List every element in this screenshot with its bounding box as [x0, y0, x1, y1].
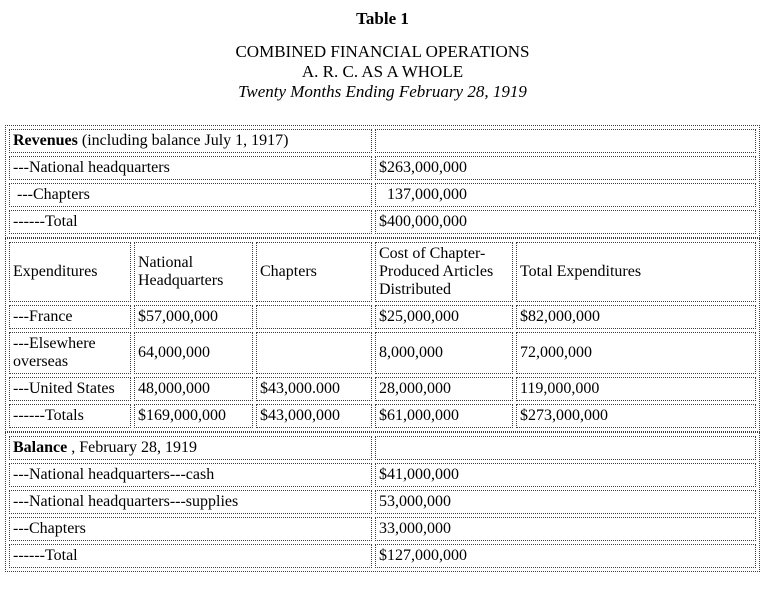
row-value-cell: 137,000,000	[375, 183, 756, 207]
national-headquarters-cell: 48,000,000	[134, 377, 253, 401]
balance-table: Balance , February 28, 1919 ---National …	[5, 432, 760, 572]
balance-heading-cell: Balance , February 28, 1919	[9, 436, 372, 460]
row-value-cell: $41,000,000	[375, 463, 756, 487]
cost-of-articles-cell: $25,000,000	[375, 305, 513, 329]
table-row: ---Chapters 33,000,000	[9, 517, 756, 541]
subtitle-line-3: Twenty Months Ending February 28, 1919	[238, 82, 527, 101]
total-expenditures-cell: 119,000,000	[516, 377, 756, 401]
row-value-cell: 53,000,000	[375, 490, 756, 514]
total-expenditures-cell: $82,000,000	[516, 305, 756, 329]
row-label-cell: ------Total	[9, 210, 372, 234]
row-label-cell: ---Elsewhere overseas	[9, 332, 131, 374]
revenues-table: Revenues (including balance July 1, 1917…	[5, 125, 760, 238]
row-label-cell: ---National headquarters	[9, 156, 372, 180]
national-headquarters-cell: 64,000,000	[134, 332, 253, 374]
row-label-cell: ------Totals	[9, 404, 131, 428]
expenditures-table: Expenditures National Headquarters Chapt…	[5, 238, 760, 432]
balance-heading-row: Balance , February 28, 1919	[9, 436, 756, 460]
row-label-cell: ------Total	[9, 544, 372, 568]
revenues-heading-row: Revenues (including balance July 1, 1917…	[9, 129, 756, 153]
row-value-cell: $400,000,000	[375, 210, 756, 234]
row-label-cell: ---France	[9, 305, 131, 329]
balance-heading-value-cell	[375, 436, 756, 460]
table-row: ---National headquarters---cash $41,000,…	[9, 463, 756, 487]
table-row: ---National headquarters---supplies 53,0…	[9, 490, 756, 514]
table-row: ---United States 48,000,000 $43,000.000 …	[9, 377, 756, 401]
table-title: Table 1	[356, 9, 409, 28]
expenditures-header-row: Expenditures National Headquarters Chapt…	[9, 242, 756, 302]
chapters-cell: $43,000,000	[256, 404, 372, 428]
row-value-cell: $263,000,000	[375, 156, 756, 180]
national-headquarters-cell: $57,000,000	[134, 305, 253, 329]
row-value-cell: $127,000,000	[375, 544, 756, 568]
balance-heading-rest: , February 28, 1919	[67, 439, 197, 456]
column-header-total-expenditures: Total Expenditures	[516, 242, 756, 302]
subtitle-line-2: A. R. C. AS A WHOLE	[301, 62, 464, 81]
table-row: ---Elsewhere overseas 64,000,000 8,000,0…	[9, 332, 756, 374]
row-label-cell: ---National headquarters---cash	[9, 463, 372, 487]
revenues-heading-bold: Revenues	[13, 132, 78, 149]
table-row: ------Total $400,000,000	[9, 210, 756, 234]
balance-heading-bold: Balance	[13, 439, 68, 456]
national-headquarters-cell: $169,000,000	[134, 404, 253, 428]
table-subtitle: COMBINED FINANCIAL OPERATIONS A. R. C. A…	[0, 42, 765, 102]
chapters-cell	[256, 332, 372, 374]
column-header-cost-of-articles: Cost of Chapter-Produced Articles Distri…	[375, 242, 513, 302]
table-row: ---Chapters 137,000,000	[9, 183, 756, 207]
revenues-heading-value-cell	[375, 129, 756, 153]
revenues-heading-cell: Revenues (including balance July 1, 1917…	[9, 129, 372, 153]
cost-of-articles-cell: $61,000,000	[375, 404, 513, 428]
table-row: ---National headquarters $263,000,000	[9, 156, 756, 180]
total-expenditures-cell: $273,000,000	[516, 404, 756, 428]
chapters-cell: $43,000.000	[256, 377, 372, 401]
table-row: ---France $57,000,000 $25,000,000 $82,00…	[9, 305, 756, 329]
row-value-cell: 33,000,000	[375, 517, 756, 541]
subtitle-line-1: COMBINED FINANCIAL OPERATIONS	[235, 42, 530, 61]
row-label-cell: ---United States	[9, 377, 131, 401]
total-expenditures-cell: 72,000,000	[516, 332, 756, 374]
row-label-cell: ---Chapters	[9, 183, 372, 207]
table-row: ------Totals $169,000,000 $43,000,000 $6…	[9, 404, 756, 428]
chapters-cell	[256, 305, 372, 329]
column-header-expenditures: Expenditures	[9, 242, 131, 302]
cost-of-articles-cell: 28,000,000	[375, 377, 513, 401]
row-label-cell: ---National headquarters---supplies	[9, 490, 372, 514]
column-header-national-headquarters: National Headquarters	[134, 242, 253, 302]
column-header-chapters: Chapters	[256, 242, 372, 302]
row-label-cell: ---Chapters	[9, 517, 372, 541]
table-row: ------Total $127,000,000	[9, 544, 756, 568]
revenues-heading-rest: (including balance July 1, 1917)	[77, 132, 289, 149]
document-header: Table 1 COMBINED FINANCIAL OPERATIONS A.…	[0, 0, 765, 102]
cost-of-articles-cell: 8,000,000	[375, 332, 513, 374]
